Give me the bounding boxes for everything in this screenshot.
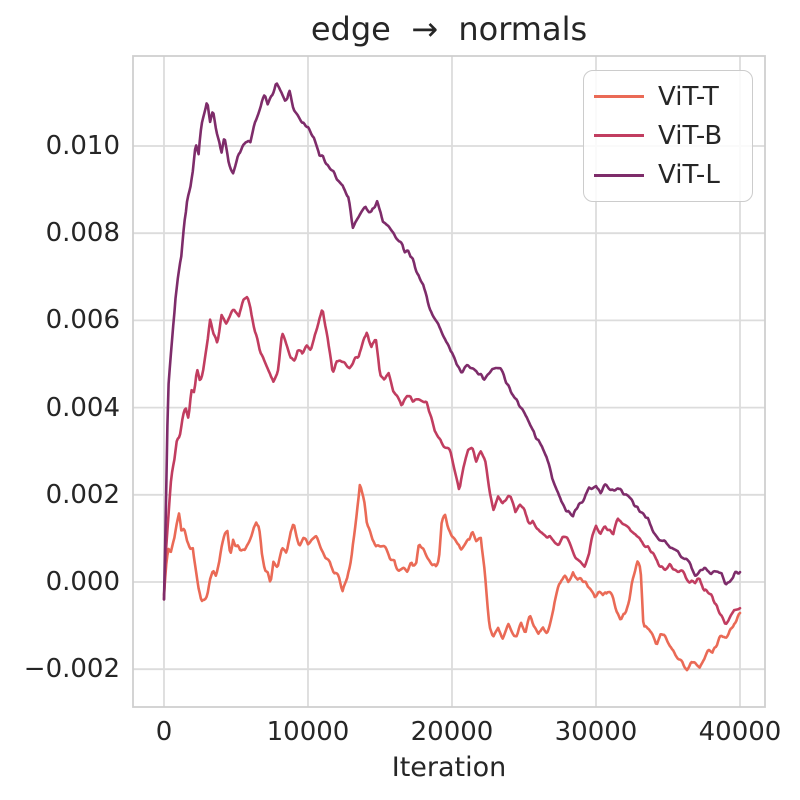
y-tick-label: −0.002 [23, 654, 120, 685]
legend-line-swatch [594, 95, 644, 99]
series-line-vit-t [162, 483, 742, 672]
plot-border [132, 55, 766, 708]
x-axis-label: Iteration [391, 752, 507, 783]
y-tick-label: 0.000 [45, 566, 120, 597]
legend-line-swatch [594, 173, 644, 177]
legend: ViT-T ViT-B ViT-L [583, 70, 753, 202]
y-tick-label: 0.006 [45, 305, 120, 336]
x-tick-label: 10000 [266, 717, 350, 747]
legend-label: ViT-T [658, 81, 719, 112]
legend-entry: ViT-L [594, 162, 752, 188]
legend-line-swatch [594, 134, 644, 138]
series-line-vit-b [162, 295, 742, 626]
y-tick-label: 0.004 [45, 392, 120, 423]
x-tick-label: 20000 [410, 717, 494, 747]
x-tick-label: 40000 [698, 717, 782, 747]
y-tick-label: 0.008 [45, 218, 120, 249]
series-line-vit-l [162, 82, 742, 601]
x-tick-label: 30000 [554, 717, 638, 747]
x-tick-label: 0 [155, 717, 173, 747]
legend-entry: ViT-T [594, 84, 752, 110]
chart-title: edge → normals [310, 10, 588, 48]
y-tick-label: 0.002 [45, 479, 120, 510]
legend-label: ViT-B [658, 120, 723, 151]
legend-label: ViT-L [658, 160, 720, 191]
legend-entry: ViT-B [594, 123, 752, 149]
y-tick-label: 0.010 [45, 130, 120, 161]
